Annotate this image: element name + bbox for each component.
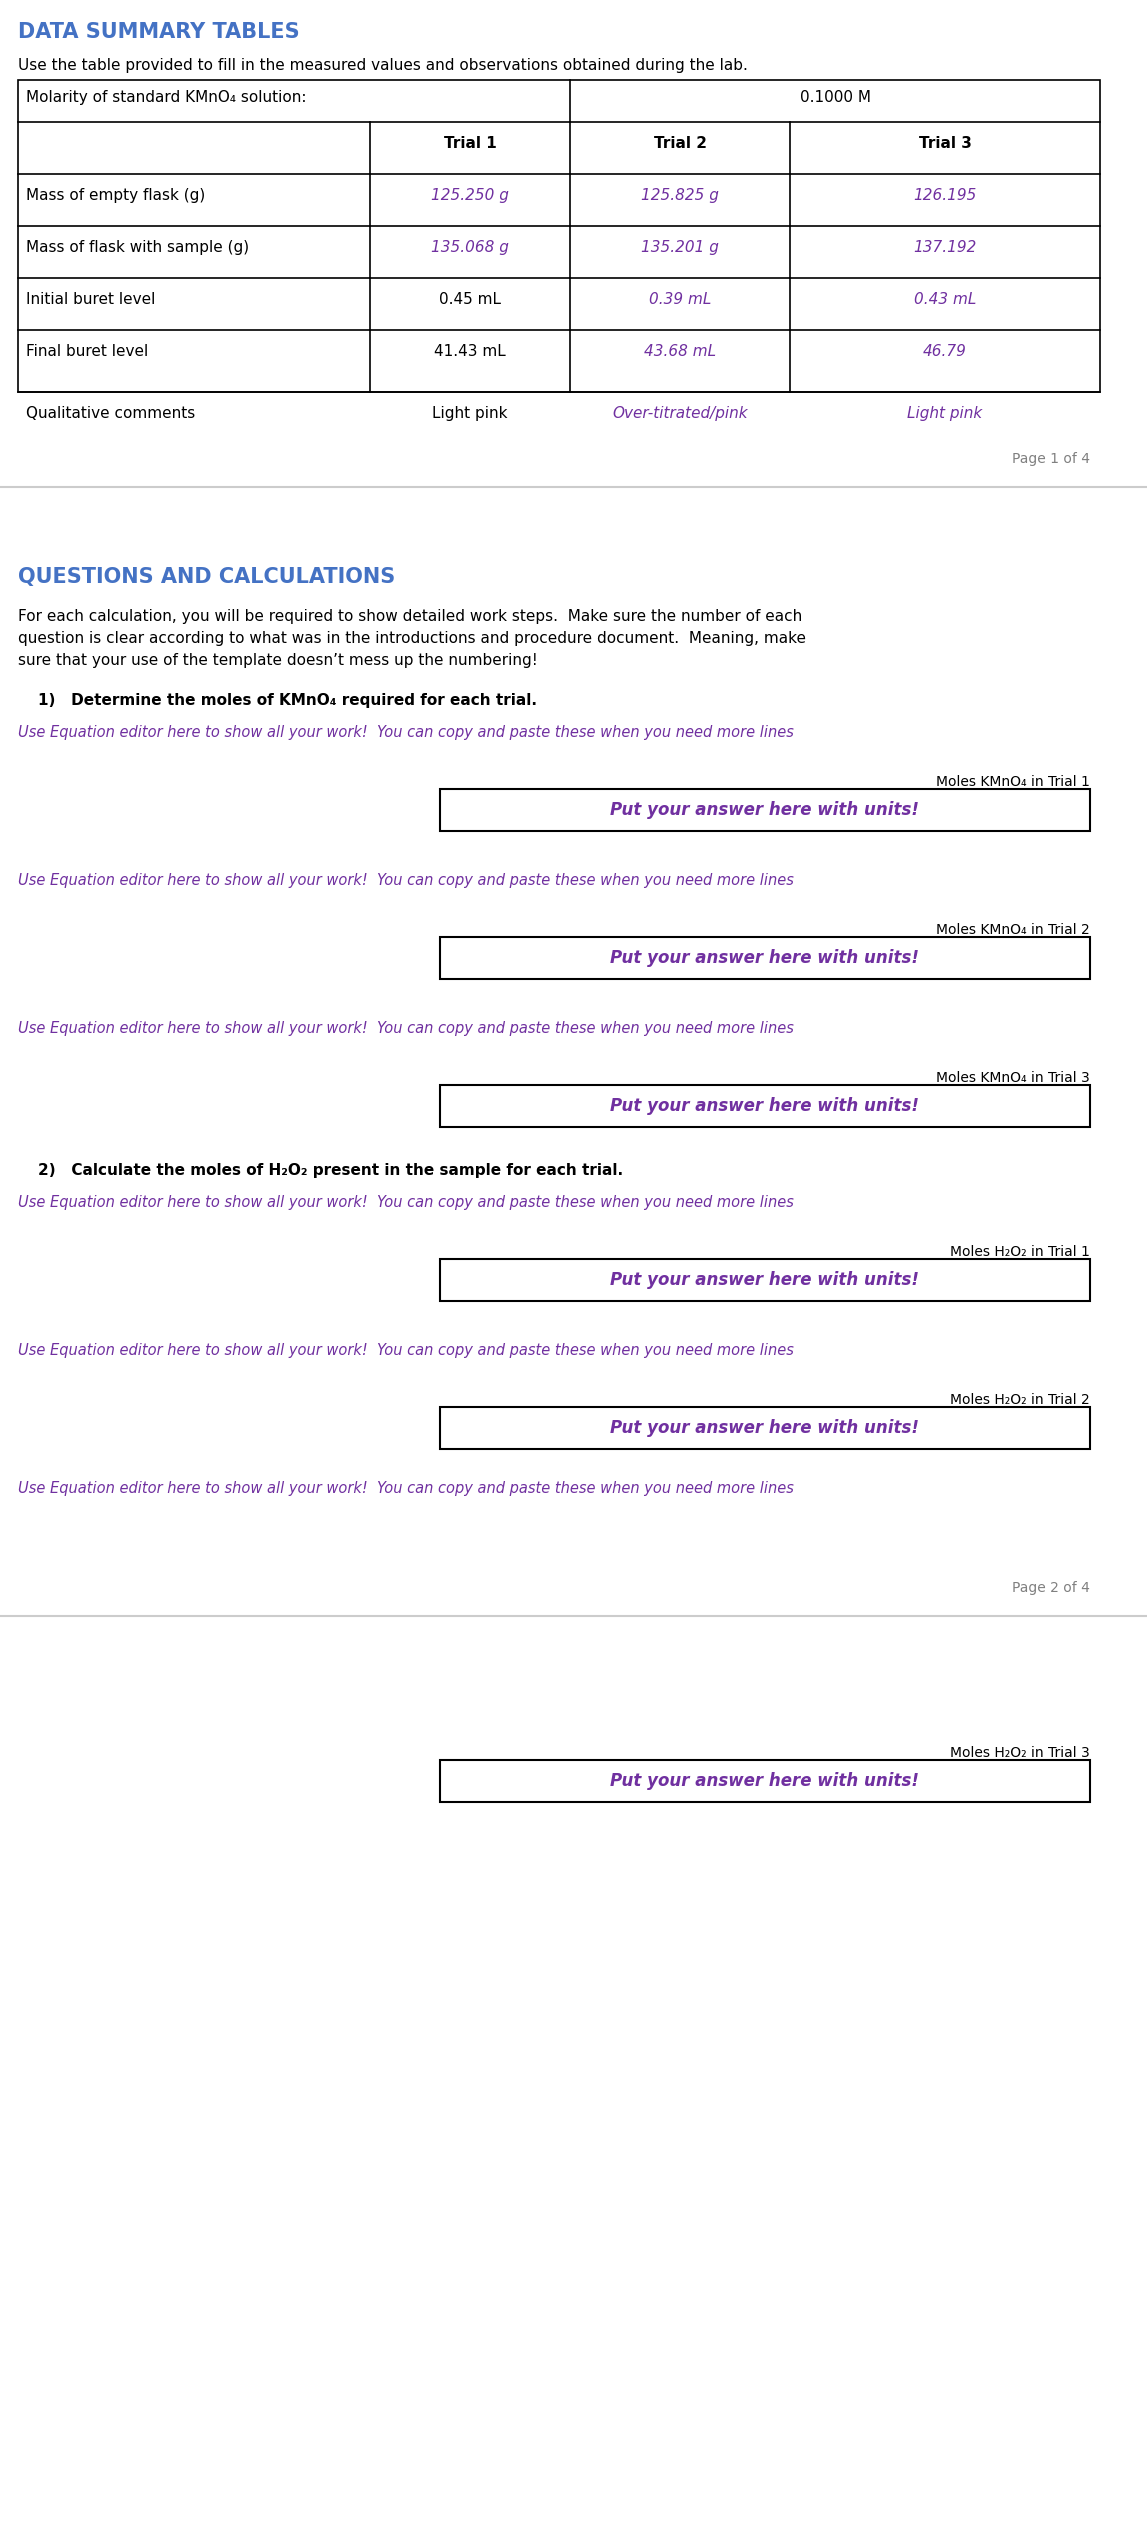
Text: Moles H₂O₂ in Trial 2: Moles H₂O₂ in Trial 2 bbox=[950, 1394, 1090, 1407]
Text: Put your answer here with units!: Put your answer here with units! bbox=[610, 948, 920, 966]
Text: 135.068 g: 135.068 g bbox=[431, 241, 509, 256]
Text: DATA SUMMARY TABLES: DATA SUMMARY TABLES bbox=[18, 23, 299, 43]
Text: Put your answer here with units!: Put your answer here with units! bbox=[610, 1420, 920, 1437]
Text: sure that your use of the template doesn’t mess up the numbering!: sure that your use of the template doesn… bbox=[18, 654, 538, 669]
Text: Mass of empty flask (g): Mass of empty flask (g) bbox=[26, 188, 205, 203]
Text: Moles KMnO₄ in Trial 2: Moles KMnO₄ in Trial 2 bbox=[936, 923, 1090, 938]
Text: question is clear according to what was in the introductions and procedure docum: question is clear according to what was … bbox=[18, 631, 806, 646]
Text: Put your answer here with units!: Put your answer here with units! bbox=[610, 801, 920, 819]
Text: Initial buret level: Initial buret level bbox=[26, 292, 155, 307]
Text: Put your answer here with units!: Put your answer here with units! bbox=[610, 1098, 920, 1115]
Text: Moles KMnO₄ in Trial 1: Moles KMnO₄ in Trial 1 bbox=[936, 776, 1090, 788]
Text: 0.1000 M: 0.1000 M bbox=[799, 91, 871, 104]
Text: 0.45 mL: 0.45 mL bbox=[439, 292, 501, 307]
Text: Trial 2: Trial 2 bbox=[654, 137, 707, 152]
Text: Put your answer here with units!: Put your answer here with units! bbox=[610, 1270, 920, 1288]
Text: Trial 3: Trial 3 bbox=[919, 137, 972, 152]
Text: 125.825 g: 125.825 g bbox=[641, 188, 719, 203]
Text: Moles H₂O₂ in Trial 1: Moles H₂O₂ in Trial 1 bbox=[950, 1245, 1090, 1260]
Text: Over-titrated/pink: Over-titrated/pink bbox=[612, 406, 748, 421]
Text: 2)   Calculate the moles of H₂O₂ present in the sample for each trial.: 2) Calculate the moles of H₂O₂ present i… bbox=[38, 1164, 623, 1179]
Text: 0.39 mL: 0.39 mL bbox=[649, 292, 711, 307]
Text: Light pink: Light pink bbox=[432, 406, 508, 421]
Text: Use Equation editor here to show all your work!  You can copy and paste these wh: Use Equation editor here to show all you… bbox=[18, 1480, 794, 1496]
Text: Put your answer here with units!: Put your answer here with units! bbox=[610, 1772, 920, 1790]
Text: 125.250 g: 125.250 g bbox=[431, 188, 509, 203]
Text: Use Equation editor here to show all your work!  You can copy and paste these wh: Use Equation editor here to show all you… bbox=[18, 872, 794, 887]
Text: Molarity of standard KMnO₄ solution:: Molarity of standard KMnO₄ solution: bbox=[26, 91, 306, 104]
Text: 126.195: 126.195 bbox=[913, 188, 977, 203]
Text: 0.43 mL: 0.43 mL bbox=[914, 292, 976, 307]
Text: For each calculation, you will be required to show detailed work steps.  Make su: For each calculation, you will be requir… bbox=[18, 608, 802, 624]
Text: Use Equation editor here to show all your work!  You can copy and paste these wh: Use Equation editor here to show all you… bbox=[18, 1022, 794, 1037]
Text: Use Equation editor here to show all your work!  You can copy and paste these wh: Use Equation editor here to show all you… bbox=[18, 725, 794, 740]
Text: 135.201 g: 135.201 g bbox=[641, 241, 719, 256]
Text: QUESTIONS AND CALCULATIONS: QUESTIONS AND CALCULATIONS bbox=[18, 568, 396, 588]
Text: 1)   Determine the moles of KMnO₄ required for each trial.: 1) Determine the moles of KMnO₄ required… bbox=[38, 692, 537, 707]
Text: Page 2 of 4: Page 2 of 4 bbox=[1012, 1582, 1090, 1595]
Text: Use Equation editor here to show all your work!  You can copy and paste these wh: Use Equation editor here to show all you… bbox=[18, 1344, 794, 1359]
Text: Page 1 of 4: Page 1 of 4 bbox=[1012, 451, 1090, 466]
Text: 43.68 mL: 43.68 mL bbox=[643, 345, 716, 360]
Text: 46.79: 46.79 bbox=[923, 345, 967, 360]
Text: Moles H₂O₂ in Trial 3: Moles H₂O₂ in Trial 3 bbox=[950, 1747, 1090, 1759]
Text: Light pink: Light pink bbox=[907, 406, 983, 421]
Text: 41.43 mL: 41.43 mL bbox=[434, 345, 506, 360]
Text: Moles KMnO₄ in Trial 3: Moles KMnO₄ in Trial 3 bbox=[936, 1070, 1090, 1085]
Text: 137.192: 137.192 bbox=[913, 241, 977, 256]
Text: Mass of flask with sample (g): Mass of flask with sample (g) bbox=[26, 241, 249, 256]
Text: Use the table provided to fill in the measured values and observations obtained : Use the table provided to fill in the me… bbox=[18, 58, 748, 74]
Text: Final buret level: Final buret level bbox=[26, 345, 148, 360]
Text: Qualitative comments: Qualitative comments bbox=[26, 406, 195, 421]
Text: Trial 1: Trial 1 bbox=[444, 137, 497, 152]
Text: Use Equation editor here to show all your work!  You can copy and paste these wh: Use Equation editor here to show all you… bbox=[18, 1194, 794, 1209]
